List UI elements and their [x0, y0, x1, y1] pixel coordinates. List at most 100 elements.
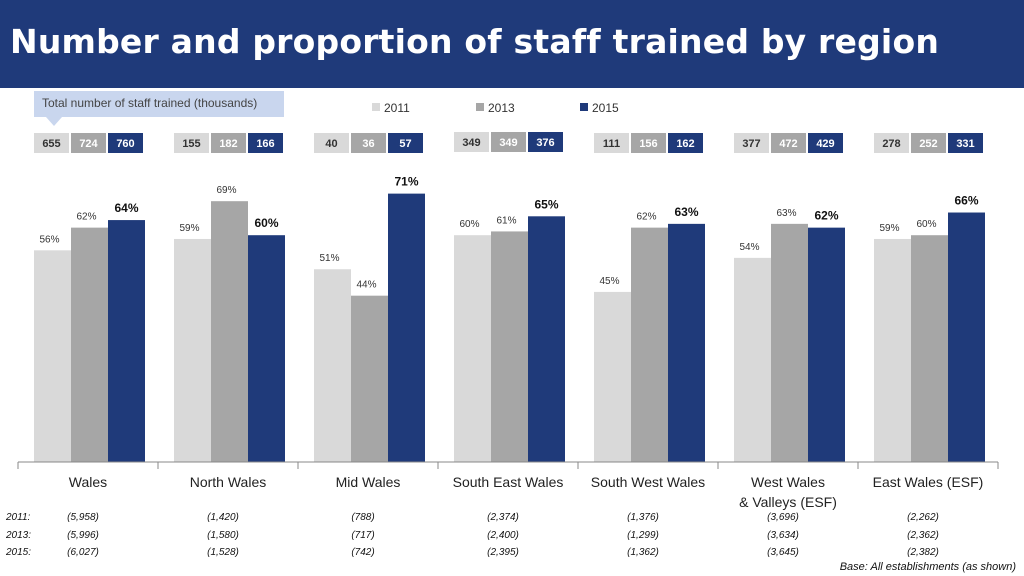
bar-2011-1: [174, 238, 211, 462]
category-label-5: West Wales & Valleys (ESF): [739, 474, 837, 510]
total-box-2011-4: [594, 133, 629, 153]
data-label-2013-5: 63%: [776, 208, 796, 219]
bar-2013-2: [351, 295, 388, 462]
bar-2015-1: [248, 235, 285, 462]
total-value-2015-5: 429: [816, 138, 834, 150]
total-box-2013-3: [491, 132, 526, 152]
bar-2011-2: [314, 269, 351, 462]
bar-2011-5: [734, 257, 771, 462]
total-value-2013-3: 349: [499, 137, 517, 149]
bar-2011-0: [34, 250, 71, 462]
category-label-2: Mid Wales: [336, 474, 401, 490]
category-label-4: South West Wales: [591, 474, 705, 490]
bar-2015-0: [108, 220, 145, 462]
total-box-2015-0: [108, 133, 143, 153]
base-value-0-3: (2,374): [487, 512, 519, 523]
category-label-3: South East Wales: [453, 474, 564, 490]
bar-2015-2: [388, 193, 425, 462]
data-label-2015-0: 64%: [114, 201, 138, 215]
base-value-2-5: (3,645): [767, 547, 799, 558]
total-value-2015-1: 166: [256, 138, 274, 150]
bar-2013-5: [771, 223, 808, 462]
total-value-2015-2: 57: [399, 138, 411, 150]
base-value-1-4: (1,299): [627, 530, 659, 541]
category-label-0: Wales: [69, 474, 107, 490]
bar-2011-4: [594, 291, 631, 462]
data-label-2015-4: 63%: [674, 205, 698, 219]
total-value-2015-4: 162: [676, 138, 694, 150]
total-box-2015-4: [668, 133, 703, 153]
legend-swatch-2015: [580, 103, 588, 111]
data-label-2013-1: 69%: [216, 185, 236, 196]
total-value-2011-1: 155: [182, 138, 200, 150]
page-title: Number and proportion of staff trained b…: [10, 22, 940, 61]
bar-2015-3: [528, 216, 565, 462]
base-row-label-0: 2011:: [5, 512, 31, 523]
data-label-2015-6: 66%: [954, 194, 978, 208]
base-value-0-2: (788): [351, 512, 374, 523]
total-box-2011-5: [734, 133, 769, 153]
data-label-2011-2: 51%: [319, 253, 339, 264]
total-box-2013-5: [771, 133, 806, 153]
base-value-1-1: (1,580): [207, 530, 239, 541]
base-value-1-3: (2,400): [487, 530, 519, 541]
total-value-2013-2: 36: [362, 138, 374, 150]
legend-label-2013: 2013: [488, 101, 515, 115]
total-box-2013-4: [631, 133, 666, 153]
data-label-2011-6: 59%: [879, 223, 899, 234]
data-label-2011-3: 60%: [459, 219, 479, 230]
base-row-label-1: 2013:: [5, 530, 31, 541]
data-label-2013-0: 62%: [76, 212, 96, 223]
base-value-1-0: (5,996): [67, 530, 99, 541]
base-value-0-4: (1,376): [627, 512, 659, 523]
totals-callout: Total number of staff trained (thousands…: [34, 91, 284, 117]
bar-2013-1: [211, 201, 248, 462]
data-label-2013-3: 61%: [496, 215, 516, 226]
total-value-2015-6: 331: [956, 138, 974, 150]
base-value-0-0: (5,958): [67, 512, 99, 523]
total-value-2013-5: 472: [779, 138, 797, 150]
data-label-2011-4: 45%: [599, 276, 619, 287]
total-box-2011-1: [174, 133, 209, 153]
totals-callout-pointer: [46, 117, 62, 126]
base-value-0-1: (1,420): [207, 512, 239, 523]
bar-2015-4: [668, 223, 705, 462]
total-box-2013-2: [351, 133, 386, 153]
base-note: Base: All establishments (as shown): [840, 561, 1017, 573]
base-value-2-1: (1,528): [207, 547, 239, 558]
total-box-2015-6: [948, 133, 983, 153]
base-value-1-5: (3,634): [767, 530, 799, 541]
base-row-label-2: 2015:: [5, 547, 31, 558]
data-label-2013-4: 62%: [636, 212, 656, 223]
bar-2015-5: [808, 227, 845, 462]
data-label-2015-1: 60%: [254, 216, 278, 230]
data-label-2011-1: 59%: [179, 223, 199, 234]
data-label-2015-3: 65%: [534, 197, 558, 211]
data-label-2015-2: 71%: [394, 175, 418, 189]
total-value-2011-2: 40: [325, 138, 337, 150]
bar-2013-6: [911, 235, 948, 462]
base-value-0-5: (3,696): [767, 512, 799, 523]
total-value-2011-3: 349: [462, 137, 480, 149]
legend-label-2015: 2015: [592, 101, 619, 115]
total-value-2015-0: 760: [116, 138, 134, 150]
total-value-2013-0: 724: [79, 138, 98, 150]
base-value-2-4: (1,362): [627, 547, 659, 558]
total-box-2011-6: [874, 133, 909, 153]
total-box-2011-0: [34, 133, 69, 153]
data-label-2011-5: 54%: [739, 242, 759, 253]
total-box-2015-1: [248, 133, 283, 153]
bar-2013-0: [71, 227, 108, 462]
total-value-2011-0: 655: [42, 138, 60, 150]
category-label-6: East Wales (ESF): [873, 474, 984, 490]
bar-2013-4: [631, 227, 668, 462]
total-value-2013-1: 182: [219, 138, 237, 150]
total-box-2013-0: [71, 133, 106, 153]
total-box-2011-3: [454, 132, 489, 152]
legend-swatch-2013: [476, 103, 484, 111]
base-value-0-6: (2,262): [907, 512, 939, 523]
total-box-2015-3: [528, 132, 563, 152]
total-box-2015-5: [808, 133, 843, 153]
bar-2013-3: [491, 231, 528, 462]
